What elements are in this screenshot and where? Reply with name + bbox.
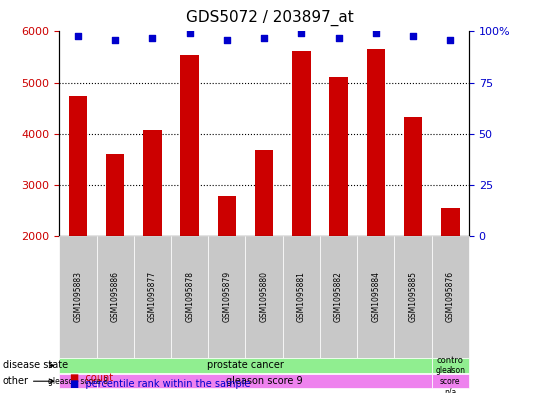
Text: GSM1095876: GSM1095876: [446, 271, 455, 322]
Text: GSM1095884: GSM1095884: [371, 271, 381, 322]
Text: gleason score 8: gleason score 8: [48, 377, 108, 386]
Bar: [143, 130, 162, 236]
Text: GSM1095880: GSM1095880: [260, 271, 268, 322]
Bar: [367, 49, 385, 236]
Text: gleason
score
n/a: gleason score n/a: [436, 366, 465, 393]
Bar: [441, 208, 460, 236]
Point: [260, 35, 268, 41]
Text: disease state: disease state: [3, 360, 68, 371]
Text: GSM1095877: GSM1095877: [148, 271, 157, 322]
Text: contro
l: contro l: [437, 356, 464, 375]
Bar: [106, 154, 125, 236]
Point: [371, 30, 380, 37]
Bar: [181, 55, 199, 236]
Bar: [292, 51, 310, 236]
Text: GSM1095883: GSM1095883: [73, 271, 82, 322]
Point: [334, 35, 343, 41]
Point: [185, 30, 194, 37]
Text: GSM1095881: GSM1095881: [297, 271, 306, 322]
Text: GSM1095886: GSM1095886: [110, 271, 120, 322]
Text: GSM1095885: GSM1095885: [409, 271, 418, 322]
Text: GDS5072 / 203897_at: GDS5072 / 203897_at: [185, 10, 354, 26]
Text: ■  count: ■ count: [70, 373, 113, 383]
Point: [223, 37, 231, 43]
Text: GSM1095879: GSM1095879: [223, 271, 231, 322]
Bar: [329, 77, 348, 236]
Text: other: other: [3, 376, 29, 386]
Bar: [255, 151, 273, 236]
Text: gleason score 9: gleason score 9: [226, 376, 302, 386]
Text: GSM1095878: GSM1095878: [185, 271, 194, 322]
Point: [111, 37, 120, 43]
Point: [409, 32, 417, 39]
Point: [148, 35, 157, 41]
Bar: [404, 117, 423, 236]
Bar: [68, 96, 87, 236]
Point: [297, 30, 306, 37]
Text: prostate cancer: prostate cancer: [207, 360, 284, 371]
Bar: [218, 196, 236, 236]
Text: GSM1095882: GSM1095882: [334, 271, 343, 322]
Point: [74, 32, 82, 39]
Text: ■  percentile rank within the sample: ■ percentile rank within the sample: [70, 379, 251, 389]
Point: [446, 37, 454, 43]
